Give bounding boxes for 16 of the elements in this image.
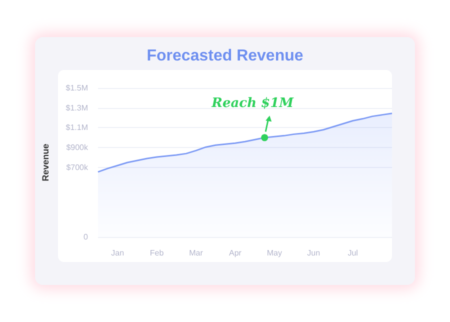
annotation: Reach $1M xyxy=(210,96,294,112)
x-tick-label: Mar xyxy=(189,248,204,258)
x-tick-label: Apr xyxy=(228,248,242,258)
x-tick-label: Feb xyxy=(150,248,164,258)
y-axis-title: Revenue xyxy=(40,144,50,182)
x-tick-label: May xyxy=(266,248,282,258)
y-tick-label: $900k xyxy=(66,143,89,152)
x-tick-label: Jun xyxy=(307,248,320,258)
x-tick-label: Jan xyxy=(111,248,124,258)
y-tick-label: $1.3M xyxy=(66,103,88,112)
y-tick-label: $1.5M xyxy=(66,84,88,92)
y-tick-label: $1.1M xyxy=(66,123,88,132)
chart-title: Forecasted Revenue xyxy=(146,48,304,64)
x-tick-label: Jul xyxy=(348,248,358,258)
y-tick-label: 0 xyxy=(84,232,89,242)
y-tick-label: $700k xyxy=(66,162,89,172)
